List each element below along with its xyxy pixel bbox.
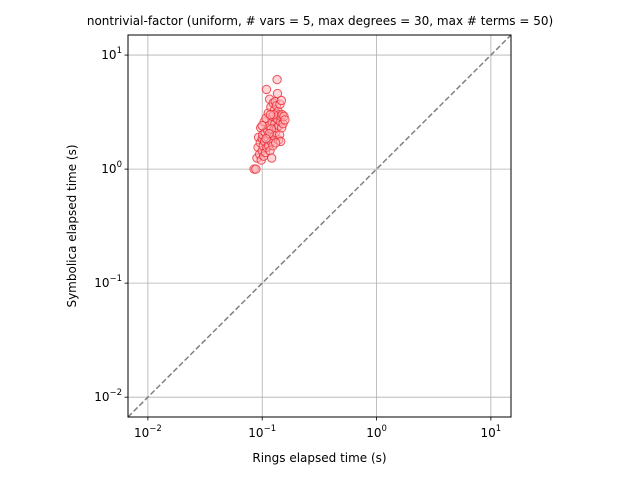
data-point	[272, 74, 282, 85]
x-tick-label: 101	[481, 424, 502, 440]
x-axis-ticks: 10−2 10−1 100 101	[134, 417, 501, 440]
data-point	[265, 110, 276, 120]
data-point	[251, 164, 261, 174]
reference-line	[127, 34, 512, 418]
data-point	[280, 115, 290, 125]
y-axis-ticks: 10−2 10−1 100 101	[94, 46, 128, 404]
chart-title: nontrivial-factor (uniform, # vars = 5, …	[87, 14, 553, 28]
x-axis-label: Rings elapsed time (s)	[252, 451, 386, 465]
data-points	[249, 74, 290, 174]
data-point	[261, 84, 272, 95]
x-tick-label: 10−1	[248, 424, 276, 440]
data-point	[270, 138, 281, 148]
data-point	[261, 133, 271, 144]
y-tick-label: 101	[101, 46, 122, 62]
reference-line-layer	[127, 34, 512, 418]
x-tick-label: 100	[366, 424, 387, 440]
x-tick-label: 10−2	[134, 424, 162, 440]
y-axis-label: Symbolica elapsed time (s)	[65, 144, 79, 307]
data-point	[266, 153, 277, 163]
plot-frame	[127, 34, 512, 418]
y-tick-label: 10−1	[94, 274, 122, 290]
data-point	[276, 95, 287, 106]
y-tick-label: 100	[101, 160, 122, 176]
data-point	[272, 88, 283, 99]
y-tick-label: 10−2	[94, 388, 122, 404]
data-point	[257, 121, 267, 131]
grid	[128, 35, 511, 417]
